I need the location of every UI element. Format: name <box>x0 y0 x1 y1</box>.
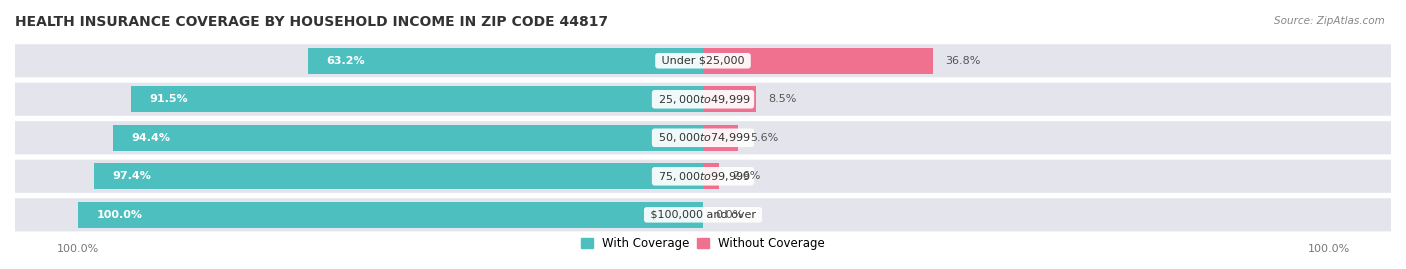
Bar <box>703 163 720 189</box>
Text: 0.0%: 0.0% <box>716 210 744 220</box>
Text: $75,000 to $99,999: $75,000 to $99,999 <box>655 170 751 183</box>
Text: 63.2%: 63.2% <box>326 56 366 66</box>
FancyBboxPatch shape <box>15 44 1391 77</box>
Bar <box>112 125 703 151</box>
Bar <box>703 86 756 112</box>
Bar <box>131 86 703 112</box>
Text: 94.4%: 94.4% <box>131 133 170 143</box>
FancyBboxPatch shape <box>15 83 1391 116</box>
Text: 97.4%: 97.4% <box>112 171 152 181</box>
Text: HEALTH INSURANCE COVERAGE BY HOUSEHOLD INCOME IN ZIP CODE 44817: HEALTH INSURANCE COVERAGE BY HOUSEHOLD I… <box>15 15 609 29</box>
FancyBboxPatch shape <box>15 121 1391 154</box>
Text: $25,000 to $49,999: $25,000 to $49,999 <box>655 93 751 106</box>
Legend: With Coverage, Without Coverage: With Coverage, Without Coverage <box>581 237 825 250</box>
Text: $100,000 and over: $100,000 and over <box>647 210 759 220</box>
Text: $50,000 to $74,999: $50,000 to $74,999 <box>655 131 751 144</box>
Bar <box>703 48 934 74</box>
Bar <box>703 125 738 151</box>
Bar <box>94 163 703 189</box>
FancyBboxPatch shape <box>15 160 1391 193</box>
Text: Under $25,000: Under $25,000 <box>658 56 748 66</box>
Bar <box>77 202 703 228</box>
Text: 2.6%: 2.6% <box>731 171 761 181</box>
Text: 8.5%: 8.5% <box>769 94 797 104</box>
Text: 100.0%: 100.0% <box>96 210 142 220</box>
FancyBboxPatch shape <box>15 198 1391 231</box>
Text: 36.8%: 36.8% <box>946 56 981 66</box>
Text: 91.5%: 91.5% <box>149 94 188 104</box>
Bar <box>308 48 703 74</box>
Text: Source: ZipAtlas.com: Source: ZipAtlas.com <box>1274 16 1385 26</box>
Text: 5.6%: 5.6% <box>751 133 779 143</box>
